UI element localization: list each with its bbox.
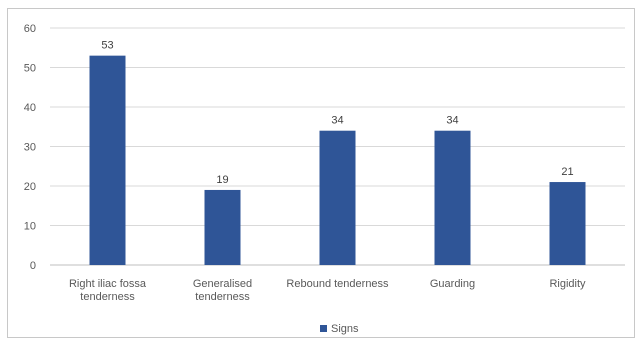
x-category-label: Guarding: [430, 278, 475, 290]
legend: Signs: [320, 323, 359, 335]
y-tick-label: 50: [24, 63, 36, 75]
data-labels: 53 19 34 34 21: [101, 40, 573, 186]
bar: [319, 130, 356, 265]
bar: [89, 55, 126, 266]
x-category-label: tenderness: [195, 291, 250, 303]
x-category-label: Right iliac fossa: [69, 278, 147, 290]
y-tick-label: 30: [24, 142, 36, 154]
x-category-label: Rigidity: [549, 278, 586, 290]
y-tick-label: 60: [24, 23, 36, 35]
data-label: 53: [101, 40, 113, 52]
bar: [204, 189, 241, 265]
x-axis-categories: Right iliac fossatendernessGeneralisedte…: [69, 278, 586, 303]
data-label: 34: [331, 115, 343, 127]
y-tick-label: 40: [24, 102, 36, 114]
y-axis-ticks: 0 10 20 30 40 50 60: [24, 23, 36, 272]
x-category-label: tenderness: [80, 291, 135, 303]
y-tick-label: 0: [30, 260, 36, 272]
y-tick-label: 10: [24, 221, 36, 233]
bars: [89, 55, 586, 266]
bar: [434, 130, 471, 265]
x-category-label: Generalised: [193, 278, 252, 290]
x-category-label: Rebound tenderness: [286, 278, 389, 290]
data-label: 34: [446, 115, 458, 127]
legend-swatch-signs: [320, 325, 327, 332]
legend-label-signs: Signs: [331, 323, 359, 335]
data-label: 21: [561, 166, 573, 178]
gridlines: [50, 27, 625, 266]
bar: [549, 182, 586, 265]
y-tick-label: 20: [24, 181, 36, 193]
data-label: 19: [216, 174, 228, 186]
